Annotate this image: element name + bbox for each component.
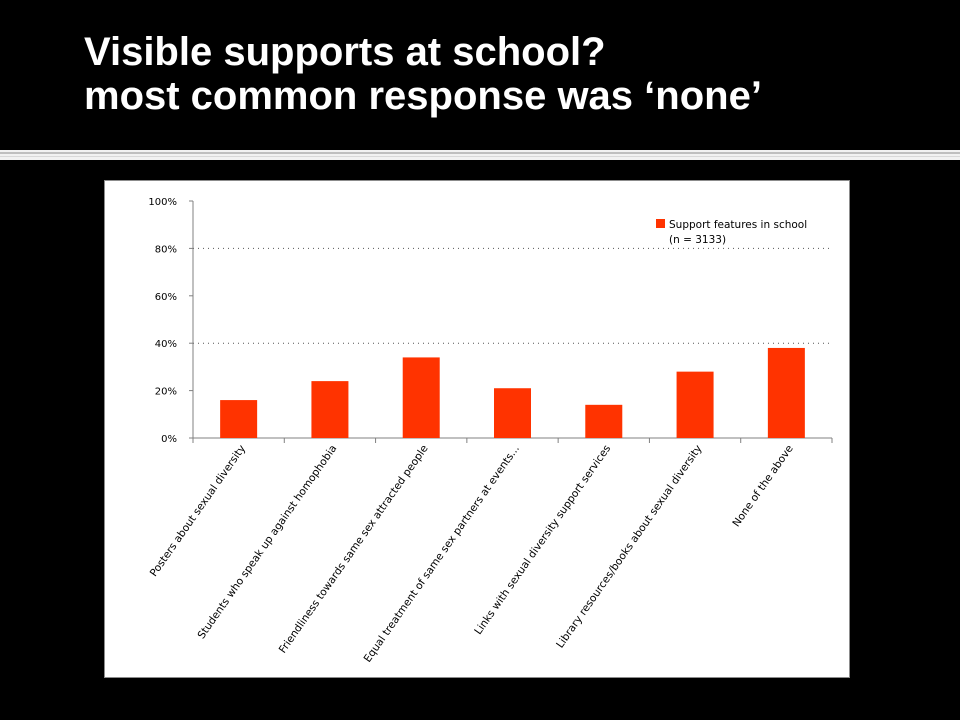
x-tick-label: Equal treatment of same sex partners at … (362, 443, 522, 665)
bar (402, 357, 440, 438)
slide-title: Visible supports at school? most common … (84, 30, 762, 118)
chart-frame: 0% 20% 40% 60% 80% 100% Posters about sexual d… (104, 180, 850, 678)
bar (494, 388, 531, 438)
bar (676, 371, 714, 438)
title-divider-band (0, 150, 960, 160)
title-divider-line-secondary (0, 156, 960, 157)
y-tick-label: 20% (155, 387, 177, 398)
x-tick-label: Posters about sexual diversity (148, 443, 248, 579)
legend-swatch (656, 219, 665, 228)
bar-chart: 0% 20% 40% 60% 80% 100% Posters about sexual d… (148, 197, 833, 665)
bar (585, 404, 623, 438)
bar (220, 400, 258, 438)
bar (767, 347, 805, 438)
slide-title-line-2: most common response was ‘none’ (84, 74, 762, 118)
legend-label: Support features in school (669, 219, 807, 231)
y-tick-label: 80% (155, 244, 177, 255)
title-band: Visible supports at school? most common … (0, 0, 960, 150)
y-tick-label: 0% (161, 434, 177, 445)
x-tick-label: Friendliness towards same sex attracted … (277, 443, 431, 656)
y-tick-label: 100% (148, 197, 177, 208)
slide-title-line-1: Visible supports at school? (84, 30, 606, 74)
x-tick-label: None of the above (730, 443, 795, 529)
title-divider-line (0, 152, 960, 154)
x-tick-label: Library resources/books about sexual div… (554, 443, 704, 651)
y-tick-label: 40% (155, 339, 177, 350)
bar (311, 381, 349, 438)
legend-sample-size: (n = 3133) (669, 234, 726, 246)
y-tick-label: 60% (155, 292, 177, 303)
